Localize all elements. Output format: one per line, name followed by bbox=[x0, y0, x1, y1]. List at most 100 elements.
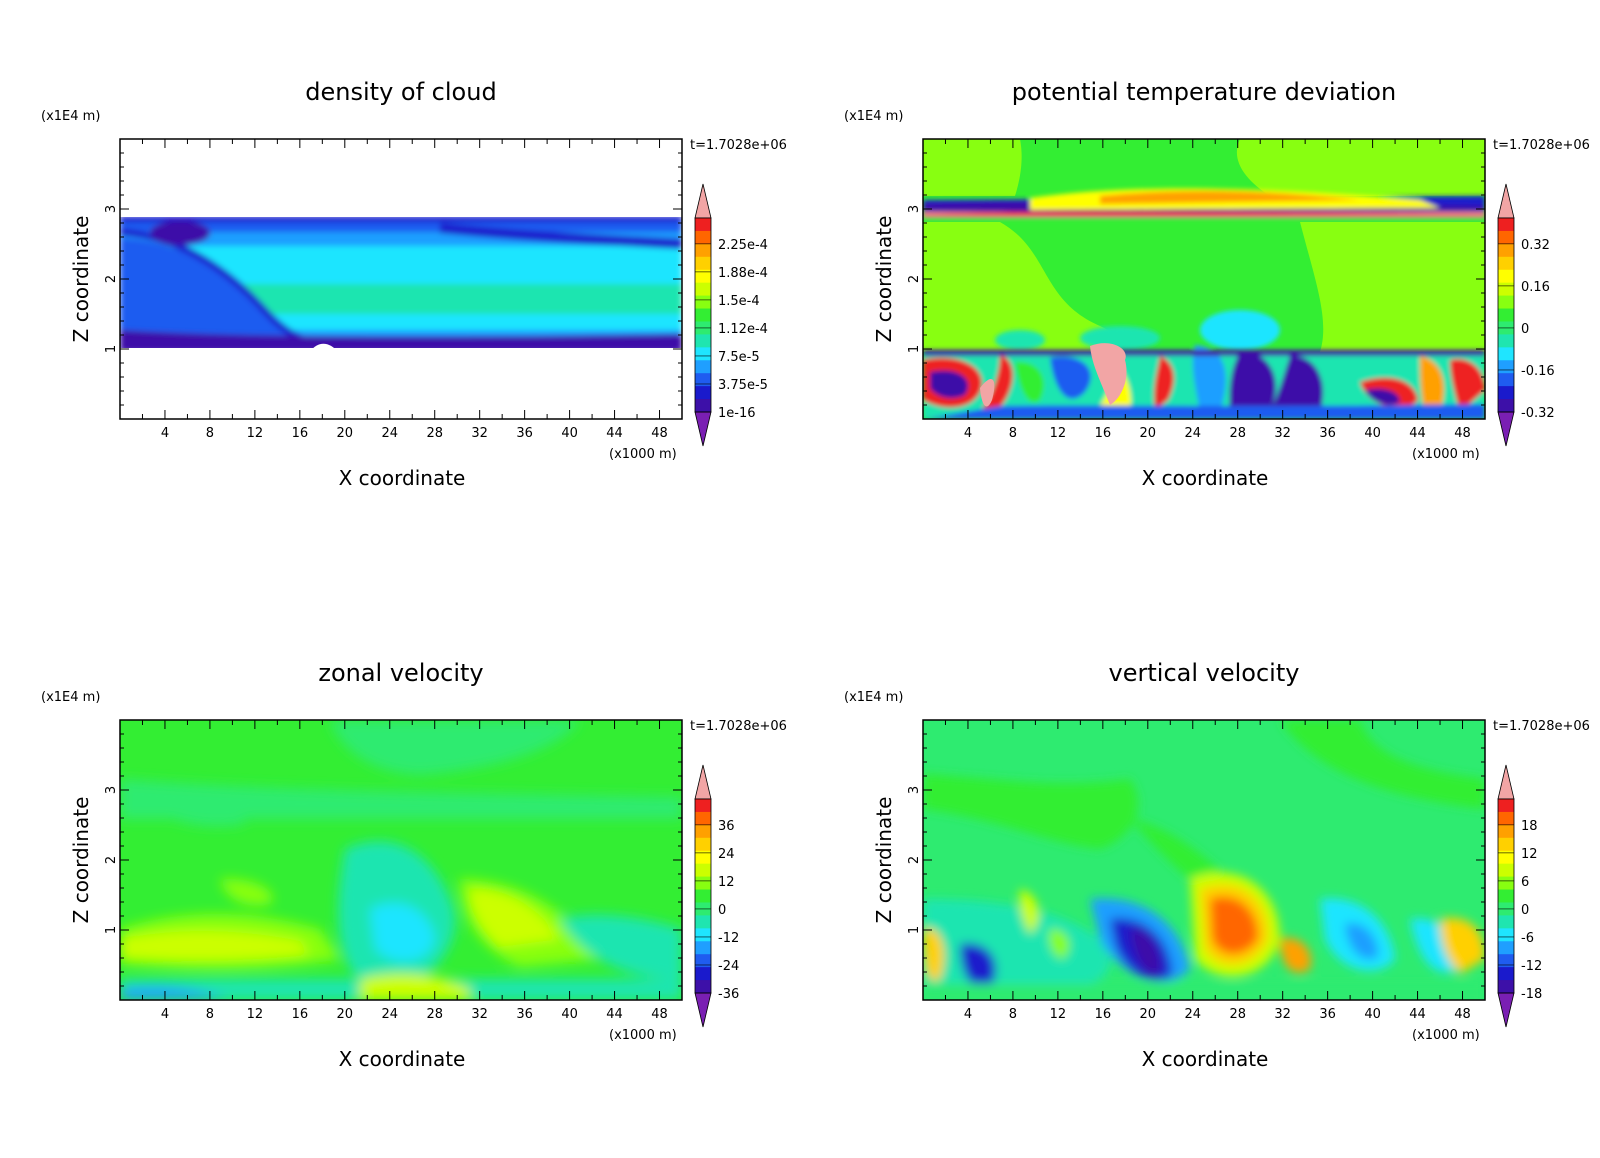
x-tick-label: 40 bbox=[561, 426, 578, 441]
colorbar-swatch bbox=[695, 850, 711, 865]
colorbar-swatch bbox=[1498, 915, 1514, 929]
colorbar-swatch bbox=[1498, 799, 1514, 813]
colorbar-label: 7.5e-5 bbox=[718, 350, 760, 365]
colorbar-swatch bbox=[1498, 399, 1514, 413]
colorbar-swatch bbox=[695, 256, 711, 271]
x-axis-label: X coordinate bbox=[339, 466, 466, 490]
colorbar-swatch bbox=[695, 824, 711, 839]
contour-field bbox=[120, 720, 682, 1000]
colorbar-swatch bbox=[1498, 863, 1514, 878]
x-tick-label: 28 bbox=[1229, 426, 1246, 441]
x-tick-label: 24 bbox=[1184, 426, 1201, 441]
colorbar-swatch bbox=[695, 799, 711, 813]
y-scale-label: (x1E4 m) bbox=[844, 690, 903, 705]
y-tick-labels: 1 2 3 bbox=[907, 152, 1485, 406]
x-tick-label: 28 bbox=[426, 1007, 443, 1022]
colorbar-label: 36 bbox=[718, 819, 735, 834]
colorbar: 36 24 12 0 -12 -24 -36 bbox=[694, 764, 739, 1028]
colorbar-top-arrow bbox=[1497, 183, 1515, 219]
colorbar-label: -12 bbox=[1521, 959, 1542, 974]
x-tick-label: 16 bbox=[292, 1007, 309, 1022]
colorbar-swatch bbox=[1498, 837, 1514, 852]
x-tick-label: 4 bbox=[964, 1007, 972, 1022]
colorbar-swatch bbox=[1498, 308, 1514, 322]
x-tick-label: 40 bbox=[1364, 426, 1381, 441]
x-tick-label: 4 bbox=[161, 1007, 169, 1022]
y-tick-label: 1 bbox=[104, 345, 119, 353]
contour-field bbox=[923, 139, 1485, 419]
x-tick-label: 32 bbox=[1274, 1007, 1291, 1022]
x-tick-label: 20 bbox=[337, 1007, 354, 1022]
colorbar-label: 2.25e-4 bbox=[718, 238, 768, 253]
colorbar-label: 1e-16 bbox=[718, 406, 756, 421]
colorbar-swatch bbox=[1498, 295, 1514, 310]
plot-title: zonal velocity bbox=[318, 659, 483, 687]
colorbar-label: 0 bbox=[1521, 903, 1529, 918]
colorbar-swatch bbox=[1498, 967, 1514, 981]
colorbar-swatch bbox=[695, 876, 711, 891]
x-tick-labels: 4 8 12 16 20 24 28 32 36 40 44 48 bbox=[141, 139, 668, 441]
colorbar-bottom-arrow bbox=[1497, 992, 1515, 1028]
colorbar: 18 12 6 0 -6 -12 -18 bbox=[1497, 764, 1542, 1028]
x-tick-label: 8 bbox=[1009, 1007, 1017, 1022]
colorbar-label: 1.12e-4 bbox=[718, 322, 768, 337]
colorbar-swatch bbox=[1498, 230, 1514, 245]
x-tick-label: 4 bbox=[161, 426, 169, 441]
x-tick-label: 24 bbox=[381, 1007, 398, 1022]
colorbar-label: 1.5e-4 bbox=[718, 294, 760, 309]
y-scale-label: (x1E4 m) bbox=[844, 109, 903, 124]
x-tick-label: 8 bbox=[1009, 426, 1017, 441]
colorbar-top-arrow bbox=[694, 764, 712, 800]
x-tick-label: 48 bbox=[1454, 426, 1471, 441]
x-tick-label: 32 bbox=[471, 1007, 488, 1022]
colorbar-label: -6 bbox=[1521, 931, 1534, 946]
colorbar-swatch bbox=[1498, 269, 1514, 284]
colorbar-swatch bbox=[1498, 347, 1514, 361]
colorbar-swatch bbox=[1498, 386, 1514, 400]
x-axis-label: X coordinate bbox=[1142, 1047, 1269, 1071]
x-tick-label: 48 bbox=[651, 426, 668, 441]
y-tick-labels: 1 2 3 bbox=[104, 733, 682, 987]
y-tick-label: 2 bbox=[104, 856, 119, 864]
y-scale-label: (x1E4 m) bbox=[41, 690, 100, 705]
plot-title: vertical velocity bbox=[1109, 659, 1300, 687]
colorbar-swatch bbox=[695, 308, 711, 322]
plot-title: potential temperature deviation bbox=[1012, 78, 1396, 106]
x-tick-labels: 4 8 12 16 20 24 28 32 36 40 44 48 bbox=[141, 720, 668, 1022]
x-tick-label: 36 bbox=[516, 1007, 533, 1022]
x-tick-label: 28 bbox=[426, 426, 443, 441]
colorbar-swatch bbox=[1498, 243, 1514, 258]
y-tick-label: 1 bbox=[104, 926, 119, 934]
time-label: t=1.7028e+06 bbox=[1493, 719, 1590, 734]
colorbar-swatch bbox=[1498, 928, 1514, 942]
y-scale-label: (x1E4 m) bbox=[41, 109, 100, 124]
colorbar-label: 12 bbox=[1521, 847, 1538, 862]
colorbar-bottom-arrow bbox=[1497, 411, 1515, 447]
colorbar-swatch bbox=[1498, 256, 1514, 271]
y-tick-label: 2 bbox=[104, 275, 119, 283]
colorbar-label: 0 bbox=[1521, 322, 1529, 337]
y-tick-labels: 1 2 3 bbox=[907, 733, 1485, 987]
y-tick-label: 2 bbox=[907, 275, 922, 283]
colorbar-swatch bbox=[695, 980, 711, 994]
colorbar-label: -0.16 bbox=[1521, 364, 1555, 379]
colorbar-swatch bbox=[695, 967, 711, 981]
x-tick-label: 48 bbox=[1454, 1007, 1471, 1022]
x-scale-label: (x1000 m) bbox=[1412, 1028, 1480, 1043]
x-tick-label: 32 bbox=[471, 426, 488, 441]
y-tick-labels: 1 2 3 bbox=[104, 152, 682, 406]
x-axis-label: X coordinate bbox=[1142, 466, 1269, 490]
colorbar-swatch bbox=[695, 863, 711, 878]
colorbar-swatch bbox=[695, 360, 711, 374]
colorbar-label: -18 bbox=[1521, 987, 1542, 1002]
x-tick-label: 40 bbox=[1364, 1007, 1381, 1022]
colorbar-label: 0.16 bbox=[1521, 280, 1550, 295]
x-tick-label: 36 bbox=[516, 426, 533, 441]
colorbar-swatch bbox=[1498, 811, 1514, 826]
colorbar-bottom-arrow bbox=[694, 411, 712, 447]
time-label: t=1.7028e+06 bbox=[690, 138, 787, 153]
colorbar-swatch bbox=[695, 295, 711, 310]
y-tick-label: 3 bbox=[907, 205, 922, 213]
colorbar-label: -12 bbox=[718, 931, 739, 946]
x-tick-label: 12 bbox=[247, 426, 264, 441]
